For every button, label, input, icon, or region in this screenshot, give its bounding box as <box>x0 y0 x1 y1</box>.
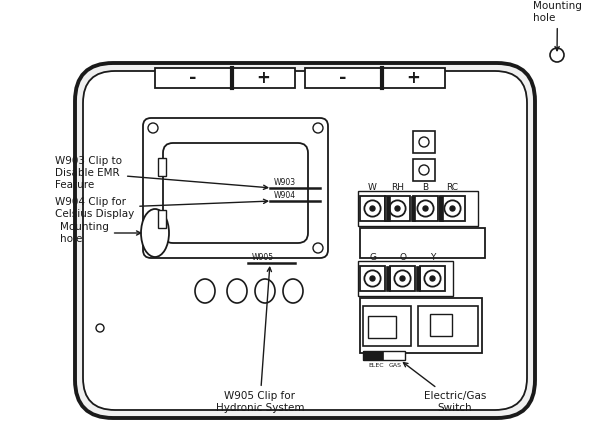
Circle shape <box>395 206 400 211</box>
Circle shape <box>313 123 323 133</box>
FancyBboxPatch shape <box>163 143 308 243</box>
Ellipse shape <box>195 279 215 303</box>
Bar <box>360 196 385 221</box>
Circle shape <box>313 243 323 253</box>
Text: RC: RC <box>446 183 458 192</box>
FancyBboxPatch shape <box>83 71 527 410</box>
Text: B: B <box>423 183 429 192</box>
Circle shape <box>364 200 381 217</box>
Bar <box>358 261 453 296</box>
Circle shape <box>148 123 158 133</box>
Bar <box>390 266 415 291</box>
Circle shape <box>370 276 375 281</box>
Bar <box>418 306 478 346</box>
Text: W904 Clip for
Celsius Display: W904 Clip for Celsius Display <box>55 197 268 219</box>
Circle shape <box>364 270 381 287</box>
Bar <box>158 158 166 176</box>
Text: Mounting
hole: Mounting hole <box>533 1 582 51</box>
Bar <box>413 131 435 153</box>
Text: +: + <box>406 69 420 87</box>
Bar <box>439 196 443 221</box>
Bar <box>360 298 482 353</box>
Ellipse shape <box>255 279 275 303</box>
Bar <box>386 266 390 291</box>
Bar <box>411 196 415 221</box>
Bar <box>363 306 411 346</box>
Bar <box>363 351 383 360</box>
Circle shape <box>424 270 441 287</box>
Bar <box>413 159 435 181</box>
Bar <box>363 351 405 360</box>
Circle shape <box>450 206 455 211</box>
Bar <box>305 68 445 88</box>
Text: Mounting
hole: Mounting hole <box>60 222 140 244</box>
Circle shape <box>400 276 405 281</box>
Text: W905: W905 <box>252 253 274 262</box>
Circle shape <box>419 165 429 175</box>
Circle shape <box>419 137 429 147</box>
Circle shape <box>417 200 434 217</box>
Circle shape <box>370 206 375 211</box>
Bar <box>158 210 166 228</box>
Text: W: W <box>368 183 377 192</box>
Text: W903: W903 <box>274 178 296 187</box>
Text: W905 Clip for
Hydronic System: W905 Clip for Hydronic System <box>216 267 304 412</box>
Circle shape <box>148 243 158 253</box>
Text: RH: RH <box>391 183 404 192</box>
Circle shape <box>389 200 406 217</box>
Text: G: G <box>369 253 376 262</box>
Text: W903 Clip to
Disable EMR
Feature: W903 Clip to Disable EMR Feature <box>55 156 268 190</box>
Bar <box>368 316 396 338</box>
Bar <box>360 266 385 291</box>
Text: +: + <box>256 69 270 87</box>
FancyBboxPatch shape <box>75 63 535 418</box>
Ellipse shape <box>227 279 247 303</box>
Circle shape <box>96 324 104 332</box>
Bar <box>360 228 485 258</box>
Ellipse shape <box>283 279 303 303</box>
Text: W904: W904 <box>274 191 296 200</box>
Circle shape <box>444 200 461 217</box>
Text: Y: Y <box>430 253 435 262</box>
Bar <box>386 196 390 221</box>
Bar <box>440 196 465 221</box>
Text: -: - <box>339 69 347 87</box>
FancyBboxPatch shape <box>143 118 328 258</box>
Bar <box>358 191 478 226</box>
Circle shape <box>395 270 410 287</box>
Bar <box>430 314 452 336</box>
Text: -: - <box>189 69 196 87</box>
Bar <box>420 266 445 291</box>
Text: Electric/Gas
Switch: Electric/Gas Switch <box>404 363 486 412</box>
Circle shape <box>423 206 428 211</box>
Bar <box>416 266 420 291</box>
Bar <box>413 196 438 221</box>
Text: O: O <box>399 253 406 262</box>
Text: ELEC: ELEC <box>368 363 384 368</box>
Bar <box>155 68 295 88</box>
Bar <box>385 196 410 221</box>
Ellipse shape <box>141 209 169 257</box>
Text: GAS: GAS <box>389 363 402 368</box>
Circle shape <box>550 48 564 62</box>
Circle shape <box>430 276 435 281</box>
